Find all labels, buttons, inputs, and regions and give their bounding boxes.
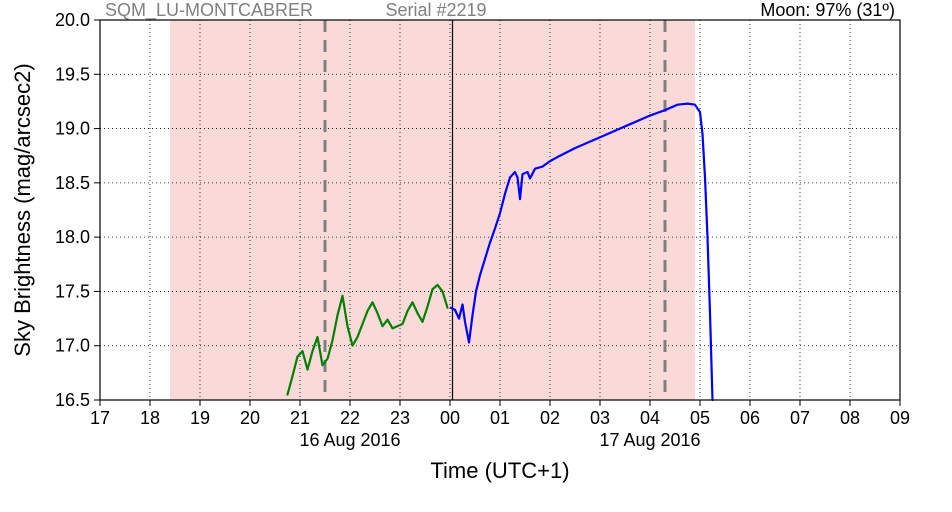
- xtick-label: 20: [240, 408, 260, 428]
- xtick-label: 21: [290, 408, 310, 428]
- xtick-label: 00: [440, 408, 460, 428]
- xtick-label: 03: [590, 408, 610, 428]
- xtick-label: 07: [790, 408, 810, 428]
- xtick-label: 22: [340, 408, 360, 428]
- sky-brightness-chart: 17 18 19 20 21 22 23 00 01 02 03 04 05 06 07 08 09 16.5 17…: [0, 0, 952, 512]
- ytick-label: 17.5: [55, 281, 90, 301]
- xtick-label: 19: [190, 408, 210, 428]
- xtick-label: 17: [90, 408, 110, 428]
- ytick-label: 18.0: [55, 227, 90, 247]
- xlabel: Time (UTC+1): [430, 458, 569, 483]
- xtick-label: 05: [690, 408, 710, 428]
- date-left: 16 Aug 2016: [299, 430, 400, 450]
- ytick-label: 16.5: [55, 390, 90, 410]
- ylabel: Sky Brightness (mag/arcsec2): [10, 63, 35, 356]
- xtick-label: 23: [390, 408, 410, 428]
- xtick-label: 08: [840, 408, 860, 428]
- shaded-region: [170, 20, 695, 400]
- ytick-label: 17.0: [55, 336, 90, 356]
- ytick-label: 20.0: [55, 10, 90, 30]
- header-center: Serial #2219: [385, 0, 486, 20]
- header-left: SQM_LU-MONTCABRER: [105, 0, 313, 21]
- xtick-label: 01: [490, 408, 510, 428]
- header-right: Moon: 97% (31º): [760, 0, 895, 20]
- xtick-label: 06: [740, 408, 760, 428]
- xtick-label: 04: [640, 408, 660, 428]
- ytick-label: 18.5: [55, 173, 90, 193]
- ytick-label: 19.5: [55, 64, 90, 84]
- xtick-label: 09: [890, 408, 910, 428]
- ytick-label: 19.0: [55, 119, 90, 139]
- xtick-label: 02: [540, 408, 560, 428]
- xtick-label: 18: [140, 408, 160, 428]
- date-right: 17 Aug 2016: [599, 430, 700, 450]
